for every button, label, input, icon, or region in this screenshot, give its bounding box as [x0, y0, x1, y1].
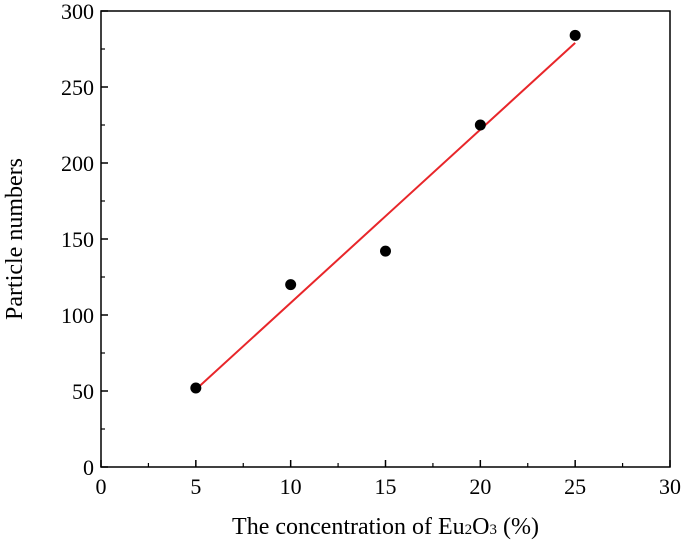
y-tick-label: 200 [61, 151, 94, 176]
y-tick-label: 150 [61, 227, 94, 252]
x-axis-title-subscript: 2 [465, 522, 473, 538]
y-tick-label: 250 [61, 75, 94, 100]
fit-line-layer [195, 42, 576, 391]
data-point [569, 29, 581, 41]
y-tick-label: 100 [61, 303, 94, 328]
data-point [474, 119, 486, 131]
x-tick-label: 30 [659, 474, 681, 499]
y-tick-label: 50 [72, 379, 94, 404]
x-axis-title-subscript: 3 [489, 522, 497, 538]
x-axis-title-part: (%) [497, 514, 539, 540]
y-tick-label: 0 [83, 455, 94, 480]
x-tick-label: 25 [564, 474, 586, 499]
data-points-layer [190, 29, 581, 394]
y-axis-ticks: 0 50 100 150 200 250 300 [61, 0, 108, 480]
linear-fit-line [195, 42, 576, 391]
y-tick-label: 300 [61, 0, 94, 24]
x-tick-label: 5 [190, 474, 201, 499]
x-tick-label: 10 [280, 474, 302, 499]
x-tick-label: 20 [469, 474, 491, 499]
x-axis-title: The concentration of Eu2O3 (%) [232, 514, 539, 540]
data-point [190, 382, 202, 394]
y-axis-title: Particle numbers [2, 158, 28, 320]
x-axis-title-part: O [472, 514, 489, 540]
x-tick-label: 15 [375, 474, 397, 499]
x-axis-ticks: 0 5 10 15 20 25 30 [96, 460, 681, 499]
x-axis-title-part: The concentration of Eu [232, 514, 465, 540]
plot-frame [100, 10, 671, 468]
x-tick-label: 0 [96, 474, 107, 499]
data-point [285, 279, 297, 291]
data-point [380, 245, 391, 257]
